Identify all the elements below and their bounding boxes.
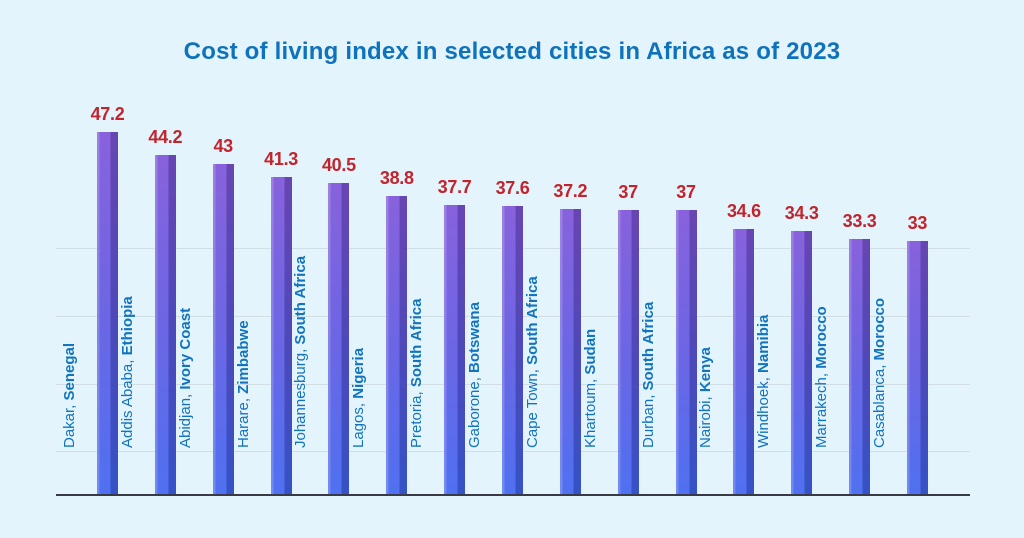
bar-value-label: 34.6	[726, 200, 761, 221]
bar	[154, 154, 176, 495]
bar-value-label: 41.3	[264, 149, 299, 169]
bar-city-label: Gaborone, Botswana	[466, 302, 484, 448]
country-name: Namibia	[755, 314, 773, 373]
country-name: South Africa	[292, 255, 310, 345]
bar-value-label: 33	[907, 212, 928, 233]
country-name: Nigeria	[350, 347, 368, 399]
bar	[849, 238, 871, 495]
bar	[906, 240, 928, 495]
bar-city-label: Harare, Zimbabwe	[235, 320, 253, 448]
country-name: Sudan	[581, 328, 599, 375]
country-name: Morocco	[813, 306, 831, 369]
bar-value-label: 38.8	[379, 168, 414, 189]
bar-city-label: Khartoum, Sudan	[582, 329, 600, 448]
country-name: Senegal	[61, 342, 78, 401]
bar-value-label: 33.3	[842, 210, 877, 231]
city-name: Pretoria,	[408, 387, 426, 448]
chart-title: Cost of living index in selected cities …	[183, 38, 841, 65]
city-name: Nairobi,	[697, 392, 715, 448]
bar	[733, 228, 755, 495]
country-name: Ethiopia	[118, 296, 136, 356]
city-name: Windhoek,	[755, 372, 773, 448]
bar	[328, 183, 350, 495]
city-name: Cape Town,	[523, 364, 541, 448]
bar-value-label: 37.7	[437, 176, 472, 197]
country-name: Morocco	[870, 297, 888, 361]
bar-value-label: 37.6	[495, 177, 530, 198]
bar-value-label: 43	[213, 135, 233, 156]
country-name: Ivory Coast	[176, 307, 194, 390]
bar-value-label: 47.2	[90, 103, 125, 124]
bar	[97, 131, 118, 495]
bar	[791, 230, 813, 495]
country-name: Botswana	[465, 302, 483, 373]
city-name: Harare,	[234, 393, 252, 448]
bar-value-label: 34.3	[784, 202, 819, 223]
bar-city-label: Durban, South Africa	[640, 302, 658, 448]
bar	[559, 208, 581, 495]
bar-city-label: Addis Ababa, Ethiopia	[119, 296, 137, 448]
bar-city-label: Windhoek, Namibia	[755, 315, 773, 448]
country-name: Kenya	[697, 347, 715, 393]
country-name: South Africa	[408, 298, 426, 388]
bar	[444, 204, 466, 495]
bar	[386, 196, 408, 495]
city-name: Abidjan,	[176, 389, 194, 448]
city-name: Casablanca,	[870, 360, 888, 448]
bar	[675, 210, 697, 495]
country-name: Zimbabwe	[234, 320, 252, 394]
bar-city-label: Johannesburg, South Africa	[292, 256, 310, 448]
bar	[270, 177, 292, 495]
bar-value-label: 40.5	[321, 155, 356, 176]
bar	[617, 210, 639, 495]
bar-city-label: Pretoria, South Africa	[408, 299, 426, 448]
city-name: Johannesburg,	[292, 344, 310, 448]
city-name: Khartoum,	[581, 374, 599, 448]
bar-city-label: Cape Town, South Africa	[524, 276, 542, 448]
bar-value-label: 37	[676, 182, 696, 203]
x-axis-baseline	[56, 494, 970, 496]
bar-city-label: Nairobi, Kenya	[697, 347, 715, 448]
bar-value-label: 44.2	[148, 126, 183, 147]
city-name: Gaborone,	[465, 372, 483, 448]
bar-city-label: Lagos, Nigeria	[350, 348, 368, 448]
country-name: South Africa	[639, 301, 657, 391]
bar-value-label: 37	[618, 182, 638, 203]
bar-city-label: Casablanca, Morocco	[871, 298, 889, 448]
bar-value-label: 37.2	[553, 180, 588, 201]
bar-city-label: Abidjan, Ivory Coast	[177, 308, 195, 448]
city-name: Addis Ababa,	[118, 355, 136, 448]
city-name: Marrakech,	[813, 368, 831, 448]
bar	[212, 163, 234, 495]
bar	[501, 205, 523, 495]
city-name: Dakar,	[61, 400, 78, 448]
bar-city-label: Marrakech, Morocco	[813, 306, 831, 448]
bar-city-label: Dakar, Senegal	[61, 343, 79, 448]
city-name: Lagos,	[350, 398, 368, 448]
city-name: Durban,	[639, 390, 657, 448]
country-name: South Africa	[523, 276, 541, 365]
